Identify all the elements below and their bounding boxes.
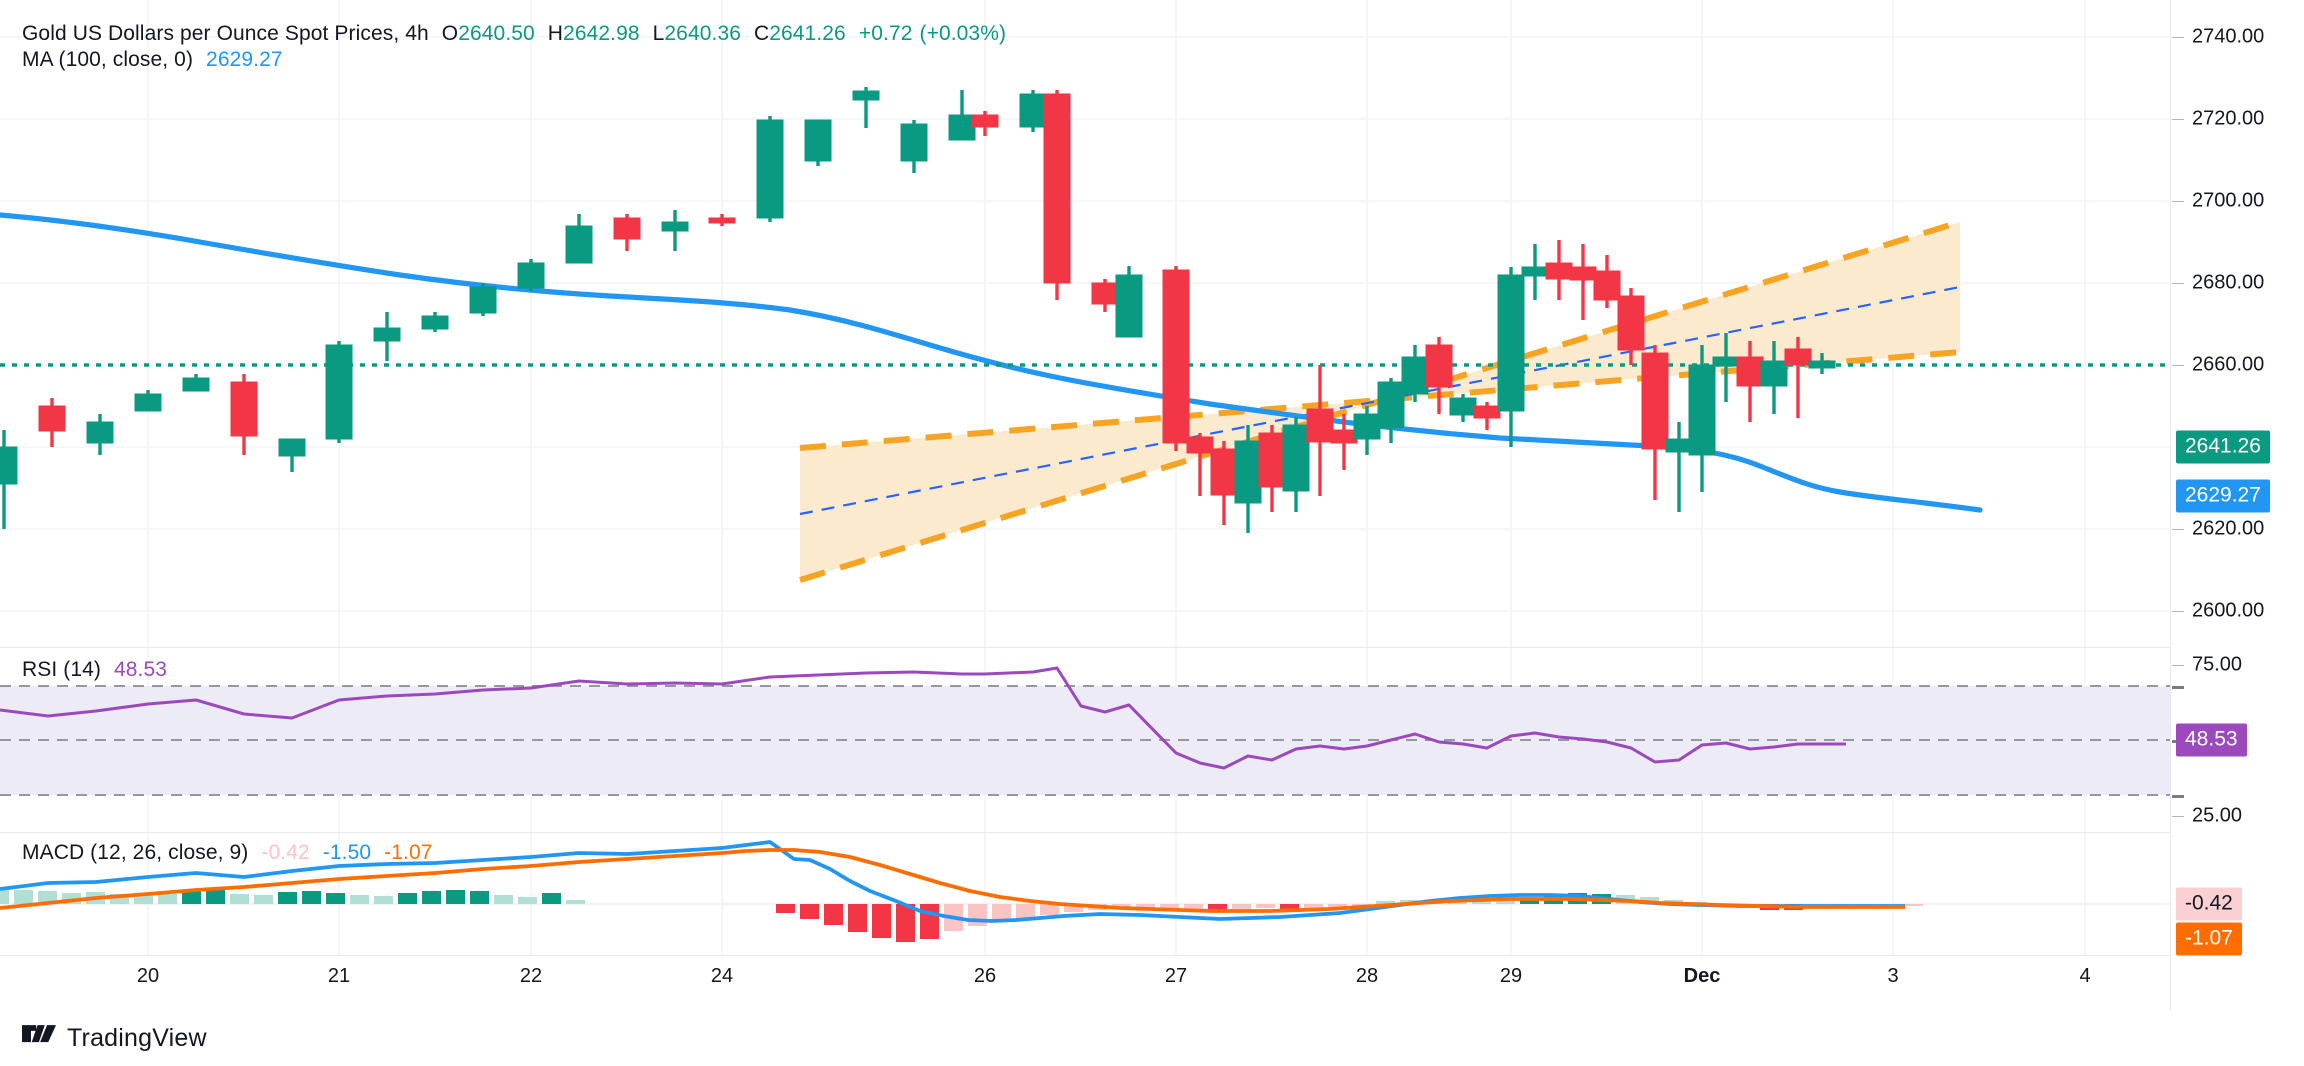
time-tick-label: 3 (1887, 965, 1899, 987)
price-tick-label: 2740.00 (2192, 25, 2265, 48)
time-tick-label: 20 (136, 965, 160, 987)
time-tick-label-month: Dec (1683, 965, 1721, 987)
macd-line (0, 840, 1905, 923)
time-tick-label: 4 (2079, 965, 2091, 987)
ma-legend[interactable]: MA (100, close, 0) 2629.27 (22, 48, 283, 72)
time-axis-corner (2170, 955, 2304, 1010)
time-tick-label: 28 (1355, 965, 1379, 987)
macd-histogram (0, 889, 1923, 942)
rsi-value: 48.53 (114, 658, 168, 681)
tradingview-branding[interactable]: TradingView (22, 1024, 207, 1053)
candlestick-series (0, 87, 1836, 533)
macd-label[interactable]: MACD (12, 26, close, 9) (22, 841, 249, 864)
time-tick-label: 21 (327, 965, 351, 987)
price-tick-label: 2600.00 (2192, 599, 2265, 622)
time-axis-area[interactable]: 20 21 22 24 26 27 28 29 Dec 3 4 (0, 955, 2170, 1010)
price-legend[interactable]: Gold US Dollars per Ounce Spot Prices, 4… (22, 22, 1006, 46)
tradingview-logo-glyph (22, 1024, 56, 1042)
axis-tick-mark (2172, 611, 2184, 612)
rsi-legend[interactable]: RSI (14) 48.53 (22, 658, 167, 682)
tradingview-logo-icon (22, 1024, 56, 1053)
ohlc-close-value: 2641.26 (769, 22, 846, 45)
tradingview-wordmark: TradingView (67, 1024, 207, 1052)
ohlc-low-value: 2640.36 (664, 22, 742, 45)
pane-divider[interactable] (0, 647, 2170, 648)
macd-line-value: -1.50 (322, 841, 372, 864)
ohlc-high-label: H (547, 22, 564, 45)
price-tick-label: 2620.00 (2192, 517, 2265, 540)
axis-tick-mark (2172, 529, 2184, 530)
axis-band-mark (2172, 795, 2184, 798)
change-percent: (+0.03%) (919, 22, 1007, 45)
time-tick-label: 27 (1164, 965, 1188, 987)
price-tick-label: 2700.00 (2192, 189, 2265, 212)
axis-divider (2170, 833, 2171, 955)
macd-signal-line (0, 848, 1905, 913)
rsi-value-badge[interactable]: 48.53 (2176, 723, 2247, 757)
macd-signal-value: -1.07 (384, 841, 433, 864)
axis-tick-mark (2172, 365, 2184, 366)
pane-divider[interactable] (0, 832, 2170, 833)
price-pane[interactable]: Gold US Dollars per Ounce Spot Prices, 4… (0, 0, 2304, 648)
rsi-pane[interactable]: RSI (14) 48.53 75.00 25.00 48.53 (0, 648, 2304, 833)
rsi-line (0, 666, 1846, 770)
axis-tick-mark (2172, 37, 2184, 38)
symbol-title[interactable]: Gold US Dollars per Ounce Spot Prices, 4… (22, 22, 429, 45)
ohlc-high-value: 2642.98 (563, 22, 640, 45)
time-tick-label: 26 (973, 965, 997, 987)
time-axis-pane[interactable]: 20 21 22 24 26 27 28 29 Dec 3 4 (0, 955, 2304, 1010)
axis-tick-mark (2172, 119, 2184, 120)
price-tick-label: 2680.00 (2192, 271, 2265, 294)
time-tick-label: 29 (1499, 965, 1523, 987)
rsi-tick-label: 75.00 (2192, 653, 2243, 676)
price-chart-svg (0, 0, 2170, 648)
axis-tick-mark (2172, 816, 2184, 817)
axis-tick-mark (2172, 283, 2184, 284)
axis-tick-mark (2172, 665, 2184, 666)
ma-price-badge[interactable]: 2629.27 (2176, 479, 2270, 513)
macd-axis[interactable]: -0.42 -1.07 (2170, 833, 2304, 956)
price-plot-area[interactable]: Gold US Dollars per Ounce Spot Prices, 4… (0, 0, 2170, 648)
axis-tick-mark (2172, 201, 2184, 202)
time-tick-label: 22 (519, 965, 543, 987)
macd-legend[interactable]: MACD (12, 26, close, 9) -0.42 -1.50 -1.07 (22, 841, 433, 865)
macd-hist-badge[interactable]: -0.42 (2176, 887, 2242, 921)
rsi-label[interactable]: RSI (14) (22, 658, 101, 681)
change-value: +0.72 (858, 22, 913, 45)
ma-100-line (0, 212, 1983, 513)
branding-bar: TradingView (0, 1010, 2304, 1066)
price-tick-label: 2720.00 (2192, 107, 2265, 130)
axis-band-mark (2172, 686, 2184, 689)
macd-signal-badge[interactable]: -1.07 (2176, 922, 2242, 956)
rsi-plot-area[interactable]: RSI (14) 48.53 (0, 648, 2170, 833)
macd-chart-svg (0, 833, 2170, 955)
macd-plot-area[interactable]: MACD (12, 26, close, 9) -0.42 -1.50 -1.07 (0, 833, 2170, 955)
ohlc-open-value: 2640.50 (458, 22, 535, 45)
macd-pane[interactable]: MACD (12, 26, close, 9) -0.42 -1.50 -1.07 -… (0, 833, 2304, 956)
ma-label[interactable]: MA (100, close, 0) (22, 48, 194, 71)
last-price-badge[interactable]: 2641.26 (2176, 430, 2270, 464)
macd-hist-value: -0.42 (261, 841, 310, 864)
ma-value: 2629.27 (206, 48, 283, 71)
rsi-chart-svg (0, 648, 2170, 833)
axis-divider (2170, 0, 2171, 648)
ohlc-open-label: O (441, 22, 459, 45)
price-tick-label: 2660.00 (2192, 353, 2265, 376)
axis-divider (2170, 955, 2171, 1010)
ohlc-low-label: L (652, 22, 665, 45)
time-tick-label: 24 (710, 965, 734, 987)
axis-divider (2170, 648, 2171, 833)
rsi-band-lines (0, 685, 2170, 796)
ohlc-close-label: C (753, 22, 770, 45)
price-axis[interactable]: 2740.00 2720.00 2700.00 2680.00 2660.00 … (2170, 0, 2304, 648)
rsi-tick-label: 25.00 (2192, 804, 2243, 827)
rsi-axis[interactable]: 75.00 25.00 48.53 (2170, 648, 2304, 833)
